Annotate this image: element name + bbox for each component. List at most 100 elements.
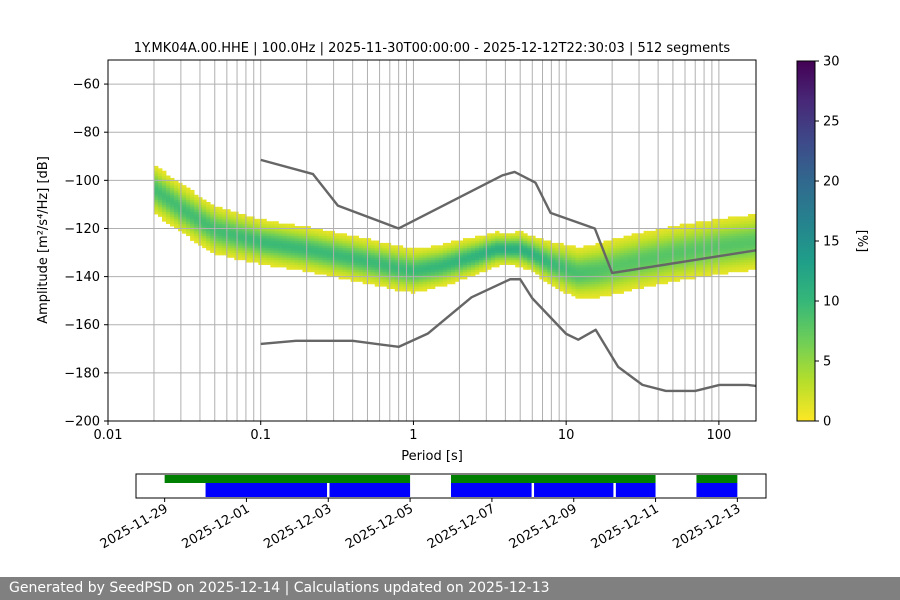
psd-cell bbox=[394, 288, 400, 292]
psd-cell bbox=[366, 264, 372, 268]
psd-cell bbox=[202, 199, 207, 203]
psd-cell bbox=[226, 221, 231, 225]
psd-cell bbox=[715, 233, 721, 237]
psd-cell bbox=[535, 250, 540, 253]
psd-cell bbox=[226, 218, 231, 222]
psd-cell bbox=[342, 238, 348, 241]
psd-cell bbox=[178, 204, 183, 208]
psd-cell bbox=[667, 238, 673, 241]
psd-cell bbox=[707, 238, 713, 241]
psd-cell bbox=[314, 264, 319, 268]
psd-cell bbox=[559, 264, 564, 268]
psd-cell bbox=[575, 283, 580, 287]
psd-cell bbox=[170, 189, 175, 193]
psd-cell bbox=[747, 221, 753, 225]
psd-cell bbox=[170, 187, 175, 191]
psd-cell bbox=[250, 240, 255, 244]
psd-cell bbox=[178, 209, 183, 213]
psd-cell bbox=[442, 271, 448, 275]
psd-cell bbox=[178, 223, 183, 227]
psd-cell bbox=[246, 242, 251, 246]
psd-cell bbox=[479, 262, 484, 265]
psd-cell bbox=[631, 238, 636, 241]
psd-cell bbox=[615, 238, 620, 241]
psd-cell bbox=[418, 266, 424, 270]
psd-cell bbox=[687, 230, 693, 234]
psd-cell bbox=[531, 259, 536, 263]
psd-cell bbox=[659, 269, 665, 273]
psd-cell bbox=[663, 238, 669, 241]
psd-cell bbox=[322, 254, 327, 258]
psd-cell bbox=[310, 266, 315, 270]
psd-cell bbox=[374, 283, 380, 287]
psd-cell bbox=[579, 257, 584, 261]
psd-cell bbox=[394, 259, 400, 263]
psd-cell bbox=[270, 238, 275, 241]
psd-cell bbox=[166, 182, 171, 186]
psd-cell bbox=[302, 233, 307, 237]
footer-bar: Generated by SeedPSD on 2025-12-14 | Cal… bbox=[0, 577, 900, 600]
psd-cell bbox=[266, 235, 271, 239]
psd-cell bbox=[210, 250, 215, 253]
psd-cell bbox=[358, 269, 364, 273]
psd-cell bbox=[238, 235, 243, 239]
psd-cell bbox=[567, 279, 572, 282]
psd-cell bbox=[206, 230, 211, 234]
psd-cell bbox=[374, 242, 380, 246]
psd-cell bbox=[206, 204, 211, 208]
psd-cell bbox=[735, 238, 741, 241]
psd-cell bbox=[507, 262, 512, 265]
psd-cell bbox=[511, 238, 516, 241]
psd-cell bbox=[595, 288, 600, 292]
psd-cell bbox=[450, 245, 456, 249]
psd-cell bbox=[330, 252, 335, 256]
psd-cell bbox=[330, 245, 335, 249]
psd-cell bbox=[507, 238, 512, 241]
psd-cell bbox=[254, 218, 259, 222]
psd-cell bbox=[218, 252, 223, 256]
psd-cell bbox=[487, 242, 492, 246]
psd-cell bbox=[511, 233, 516, 237]
psd-cell bbox=[751, 235, 756, 239]
psd-cell bbox=[575, 257, 580, 261]
psd-cell bbox=[354, 235, 360, 239]
psd-cell bbox=[639, 235, 645, 239]
psd-cell bbox=[186, 206, 191, 210]
psd-cell bbox=[747, 252, 753, 256]
psd-cell bbox=[571, 259, 576, 263]
psd-cell bbox=[354, 240, 360, 244]
psd-cell bbox=[683, 226, 689, 229]
psd-cell bbox=[523, 266, 528, 270]
psd-cell bbox=[611, 266, 616, 270]
psd-cell bbox=[659, 235, 665, 239]
psd-cell bbox=[571, 269, 576, 273]
psd-cell bbox=[675, 242, 681, 246]
psd-cell bbox=[270, 250, 275, 253]
psd-cell bbox=[342, 242, 348, 246]
psd-cell bbox=[422, 279, 428, 282]
psd-cell bbox=[707, 271, 713, 275]
psd-cell bbox=[330, 264, 335, 268]
psd-cell bbox=[358, 252, 364, 256]
psd-cell bbox=[402, 283, 408, 287]
psd-cell bbox=[286, 259, 291, 263]
psd-cell bbox=[294, 235, 299, 239]
psd-cell bbox=[615, 264, 620, 268]
psd-cell bbox=[290, 262, 295, 265]
psd-cell bbox=[382, 245, 388, 249]
psd-cell bbox=[342, 250, 348, 253]
psd-cell bbox=[366, 250, 372, 253]
psd-cell bbox=[194, 199, 199, 203]
psd-cell bbox=[607, 286, 612, 290]
psd-cell bbox=[298, 266, 303, 270]
psd-cell bbox=[743, 264, 749, 268]
psd-cell bbox=[270, 259, 275, 263]
psd-cell bbox=[338, 274, 343, 277]
psd-cell bbox=[527, 245, 532, 249]
psd-cell bbox=[475, 266, 480, 270]
psd-cell bbox=[663, 242, 669, 246]
psd-cell bbox=[426, 254, 432, 258]
psd-cell bbox=[342, 233, 348, 237]
psd-cell bbox=[298, 242, 303, 246]
psd-cell bbox=[527, 262, 532, 265]
